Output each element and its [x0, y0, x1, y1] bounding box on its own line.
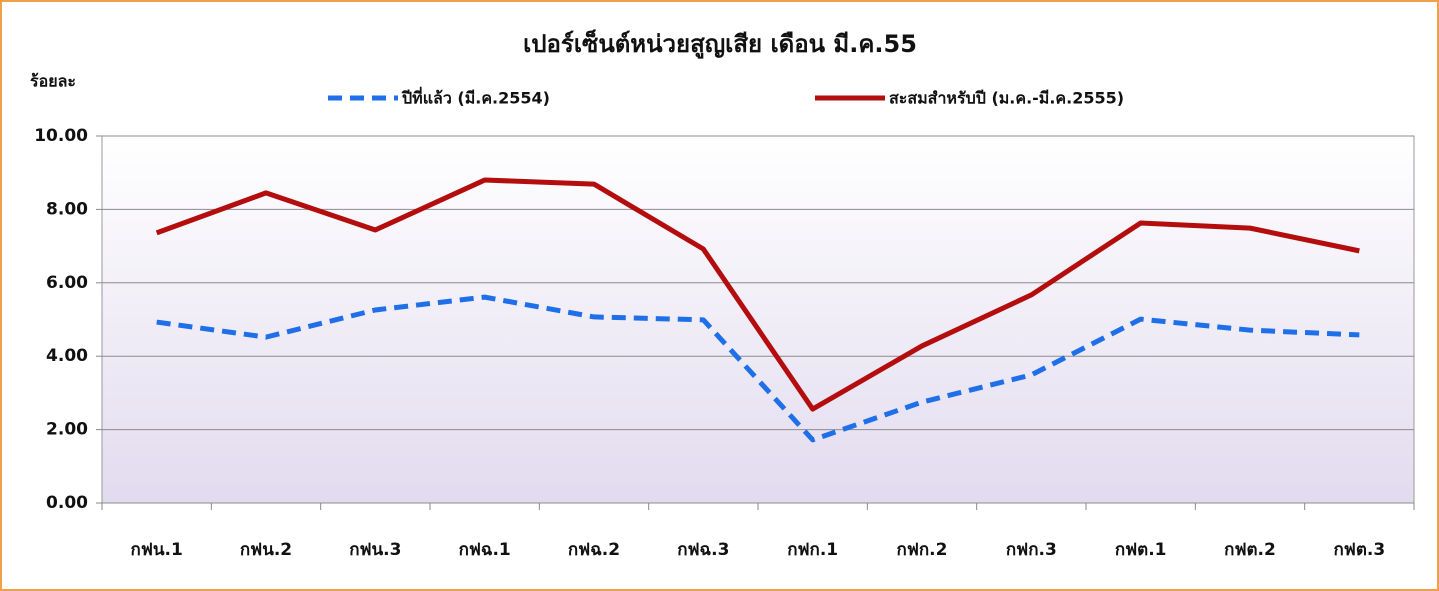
- legend-label: ปีที่แล้ว (มี.ค.2554): [401, 87, 550, 108]
- chart-title: เปอร์เซ็นต์หน่วยสูญเสีย เดือน มี.ค.55: [523, 29, 917, 59]
- y-tick-label: 4.00: [46, 346, 88, 366]
- x-tick-label: กฟก.3: [1006, 540, 1057, 560]
- legend-label: สะสมสำหรับปี (ม.ค.-มี.ค.2555): [889, 89, 1124, 108]
- x-tick-label: กฟน.2: [240, 540, 292, 560]
- x-tick-label: กฟก.2: [897, 540, 948, 560]
- y-tick-label: 2.00: [46, 420, 88, 440]
- x-tick-label: กฟน.3: [349, 540, 401, 560]
- series-line: [155, 177, 1360, 412]
- plot-area: [101, 135, 1415, 504]
- y-tick-label: 0.00: [46, 493, 88, 513]
- y-tick-label: 6.00: [46, 273, 88, 293]
- series-line: [156, 294, 1360, 443]
- y-axis-label: ร้อยละ: [30, 72, 76, 91]
- x-tick-label: กฟต.2: [1224, 540, 1276, 560]
- x-tick-label: กฟฉ.2: [568, 540, 620, 560]
- x-tick-label: กฟฉ.1: [459, 540, 511, 560]
- y-tick-label: 10.00: [34, 126, 88, 146]
- x-tick-label: กฟต.3: [1334, 540, 1386, 560]
- x-tick-label: กฟก.1: [787, 540, 838, 560]
- x-tick-label: กฟต.1: [1115, 540, 1167, 560]
- x-tick-label: กฟฉ.3: [677, 540, 729, 560]
- x-tick-label: กฟน.1: [131, 540, 183, 560]
- y-tick-label: 8.00: [46, 199, 88, 219]
